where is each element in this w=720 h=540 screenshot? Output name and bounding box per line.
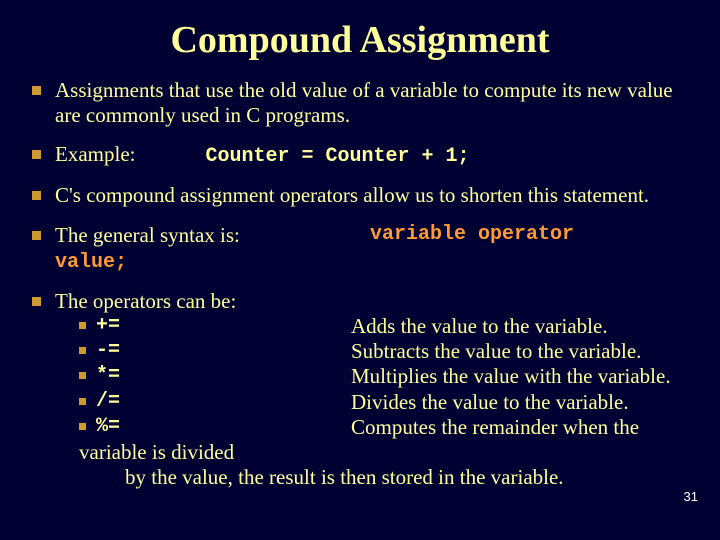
operator-symbol: +=	[96, 314, 351, 338]
operator-description: Subtracts the value to the variable.	[351, 339, 688, 364]
operator-description: Adds the value to the variable.	[351, 314, 688, 339]
square-bullet-icon	[79, 372, 86, 379]
square-bullet-icon	[79, 347, 86, 354]
square-bullet-icon	[32, 86, 41, 95]
operator-symbol: *=	[96, 364, 351, 388]
bullet-item-1: Assignments that use the old value of a …	[32, 78, 688, 128]
operator-list: += Adds the value to the variable. -= Su…	[79, 314, 688, 440]
operator-symbol: %=	[96, 415, 351, 439]
square-bullet-icon	[32, 150, 41, 159]
bullet-item-3: C's compound assignment operators allow …	[32, 183, 688, 208]
operator-item: -= Subtracts the value to the variable.	[79, 339, 688, 364]
square-bullet-icon	[79, 423, 86, 430]
syntax-label: The general syntax is:	[55, 223, 240, 247]
bullet-item-5: The operators can be: += Adds the value …	[32, 289, 688, 491]
operator-description: Divides the value to the variable.	[351, 390, 688, 415]
operator-item: *= Multiplies the value with the variabl…	[79, 364, 688, 389]
example-code: Counter = Counter + 1;	[205, 145, 469, 169]
page-number: 31	[684, 489, 698, 504]
syntax-code-right: variable operator	[370, 223, 574, 246]
tail-line-2: by the value, the result is then stored …	[125, 465, 688, 490]
operator-description: Computes the remainder when the	[351, 415, 688, 440]
operators-label: The operators can be:	[55, 289, 688, 314]
square-bullet-icon	[79, 398, 86, 405]
slide-title: Compound Assignment	[32, 18, 688, 62]
operator-item: /= Divides the value to the variable.	[79, 390, 688, 415]
bullet-text: C's compound assignment operators allow …	[55, 183, 649, 208]
square-bullet-icon	[32, 231, 41, 240]
operator-item: += Adds the value to the variable.	[79, 314, 688, 339]
operator-symbol: -=	[96, 339, 351, 363]
tail-line-1: variable is divided	[79, 440, 688, 465]
square-bullet-icon	[79, 322, 86, 329]
square-bullet-icon	[32, 191, 41, 200]
operator-symbol: /=	[96, 390, 351, 414]
bullet-item-4: The general syntax is: value; variable o…	[32, 223, 688, 275]
syntax-code-value: value;	[55, 251, 127, 274]
operator-item: %= Computes the remainder when the	[79, 415, 688, 440]
bullet-text: Assignments that use the old value of a …	[55, 78, 688, 128]
square-bullet-icon	[32, 297, 41, 306]
example-label: Example:	[55, 142, 135, 167]
bullet-item-2: Example: Counter = Counter + 1;	[32, 142, 688, 169]
operator-description: Multiplies the value with the variable.	[351, 364, 688, 389]
